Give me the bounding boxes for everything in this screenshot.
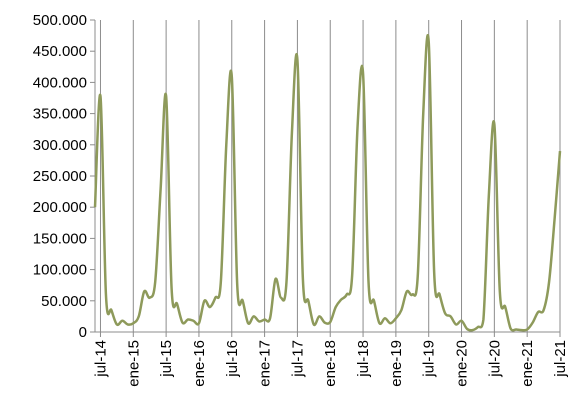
y-tick-label: 50.000	[41, 293, 87, 310]
series-group	[93, 33, 562, 332]
x-tick-label: jul-19	[421, 340, 438, 378]
y-tick-label: 150.000	[33, 230, 87, 247]
y-tick-label: 500.000	[33, 12, 87, 29]
x-tick-label: jul-16	[224, 340, 241, 378]
y-tick-label: 100.000	[33, 262, 87, 279]
x-tick-label: jul-17	[289, 340, 306, 378]
y-axis-tick-labels: 0 50.000 100.000 150.000 200.000 250.000 300.0…	[33, 12, 95, 341]
x-tick-label: ene-17	[257, 340, 274, 387]
x-tick-label: ene-21	[519, 340, 536, 387]
y-tick-label: 200.000	[33, 199, 87, 216]
x-tick-label: jul-21	[552, 340, 569, 378]
x-tick-label: jul-15	[158, 340, 175, 378]
x-axis-tick-labels: jul-14 ene-15 jul-15 ene-16 jul-16 ene-17 jul-…	[92, 332, 569, 387]
y-tick-label: 400.000	[33, 74, 87, 91]
y-tick-label: 300.000	[33, 137, 87, 154]
x-tick-label: jul-14	[92, 340, 109, 378]
y-tick-label: 450.000	[33, 43, 87, 60]
x-tick-label: jul-18	[355, 340, 372, 378]
x-tick-label: jul-20	[486, 340, 503, 378]
series-line	[93, 33, 562, 332]
x-tick-label: ene-18	[322, 340, 339, 387]
x-tick-label: ene-15	[125, 340, 142, 387]
x-tick-label: ene-19	[388, 340, 405, 387]
x-tick-label: ene-16	[191, 340, 208, 387]
x-tick-label: ene-20	[454, 340, 471, 387]
y-tick-label: 0	[79, 324, 87, 341]
y-tick-label: 350.000	[33, 106, 87, 123]
y-tick-label: 250.000	[33, 168, 87, 185]
